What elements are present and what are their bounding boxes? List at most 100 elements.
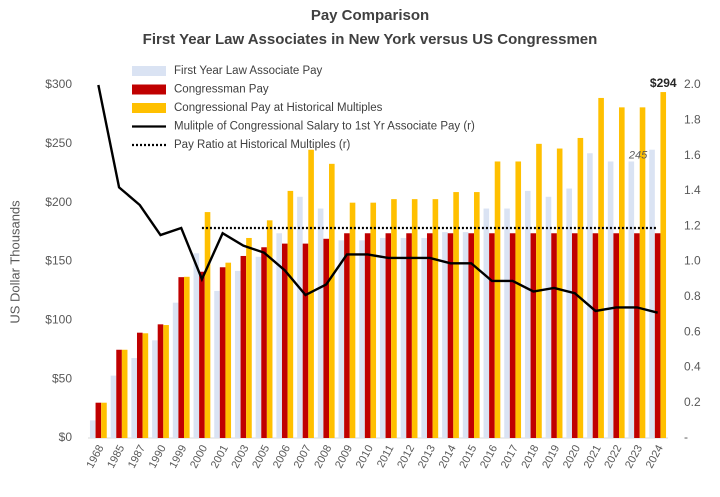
x-tick-label: 2008: [312, 443, 334, 470]
bar: [494, 161, 501, 438]
bar: [447, 233, 454, 438]
bar: [421, 237, 427, 438]
bar: [411, 199, 418, 438]
legend-swatch: [132, 66, 166, 76]
y2-tick-label: 1.2: [684, 218, 701, 232]
bar: [426, 233, 433, 438]
value-label: $294: [650, 76, 677, 90]
x-tick-label: 1990: [147, 443, 169, 470]
bar: [660, 92, 667, 438]
bar: [649, 149, 655, 438]
bar: [302, 243, 309, 438]
bar: [483, 208, 490, 438]
bar: [619, 107, 625, 439]
bar: [489, 233, 495, 438]
legend-label: Congressman Pay: [174, 84, 269, 96]
bar: [551, 233, 557, 438]
bar: [308, 149, 314, 438]
y2-tick-label: 1.8: [684, 112, 701, 126]
bar: [359, 240, 365, 438]
x-tick-label: 2013: [416, 443, 438, 470]
bar: [654, 233, 661, 438]
x-tick-label: 2020: [561, 443, 583, 470]
bar: [338, 240, 345, 438]
bar: [297, 196, 303, 438]
x-tick-label: 2024: [644, 443, 666, 470]
bar: [613, 233, 620, 438]
bar: [344, 233, 350, 438]
bar: [509, 233, 516, 438]
bar: [157, 324, 164, 438]
legend-swatch: [132, 103, 166, 113]
x-tick-label: 2003: [229, 443, 251, 470]
x-tick-label: 2019: [540, 443, 562, 470]
bar: [89, 420, 96, 438]
y2-tick-label: 0.8: [684, 289, 701, 303]
bar: [432, 199, 439, 438]
bar: [317, 208, 324, 438]
x-tick-label: 1968: [84, 443, 106, 470]
legend-label: Mulitple of Congressional Salary to 1st …: [174, 121, 475, 133]
value-label: 245: [628, 150, 648, 162]
bar: [474, 192, 480, 438]
bar: [142, 333, 149, 438]
x-tick-label: 2017: [499, 443, 521, 470]
chart-subtitle: First Year Law Associates in New York ve…: [143, 31, 598, 48]
bar: [172, 302, 179, 438]
x-tick-label: 2006: [271, 443, 293, 470]
bar: [379, 237, 386, 438]
y-tick-label: $250: [45, 136, 72, 150]
y2-tick-label: 1.4: [684, 183, 701, 197]
x-tick-label: 2007: [292, 443, 314, 470]
y-tick-label: $150: [45, 254, 72, 268]
bar: [639, 107, 646, 439]
bar: [214, 290, 220, 438]
x-tick-label: 2012: [395, 443, 417, 470]
bar: [281, 243, 288, 438]
bar: [266, 220, 273, 438]
bar: [462, 232, 469, 438]
y-tick-label: $100: [45, 313, 72, 327]
bar: [577, 137, 584, 438]
bar: [592, 233, 599, 438]
y-axis-title: US Dollar Thousands: [7, 200, 22, 324]
y-tick-label: $50: [52, 371, 72, 385]
legend-label: Congressional Pay at Historical Multiple…: [174, 102, 383, 114]
x-tick-label: 2023: [623, 443, 645, 470]
bar: [385, 233, 392, 438]
y2-tick-label: -: [684, 430, 688, 444]
bar: [110, 375, 117, 438]
bar: [453, 192, 459, 438]
bar: [234, 270, 241, 438]
x-tick-label: 2014: [437, 443, 459, 470]
y2-tick-label: 1.6: [684, 148, 701, 162]
bar: [163, 325, 169, 438]
bar: [628, 161, 635, 438]
bar: [136, 332, 143, 438]
line: [97, 84, 658, 314]
bar: [442, 232, 448, 438]
bar: [199, 271, 205, 438]
bar: [255, 256, 262, 438]
x-tick-label: 2010: [354, 443, 376, 470]
bar: [246, 237, 252, 438]
bar: [204, 212, 211, 438]
y2-tick-label: 0.2: [684, 395, 701, 409]
bar: [391, 199, 397, 438]
bar: [131, 357, 137, 438]
bar: [515, 161, 522, 438]
bar: [184, 276, 190, 438]
bar: [607, 161, 614, 438]
bar: [587, 153, 593, 438]
bar: [276, 233, 282, 438]
bar: [530, 233, 537, 438]
legend-label: Pay Ratio at Historical Multiples (r): [174, 139, 351, 151]
x-tick-label: 2022: [602, 443, 624, 470]
bar: [545, 196, 552, 438]
bar: [240, 255, 247, 438]
x-tick-label: 2000: [188, 443, 210, 470]
bar: [571, 233, 578, 438]
y-tick-label: $300: [45, 77, 72, 91]
bar: [116, 349, 122, 438]
bar: [504, 208, 510, 438]
